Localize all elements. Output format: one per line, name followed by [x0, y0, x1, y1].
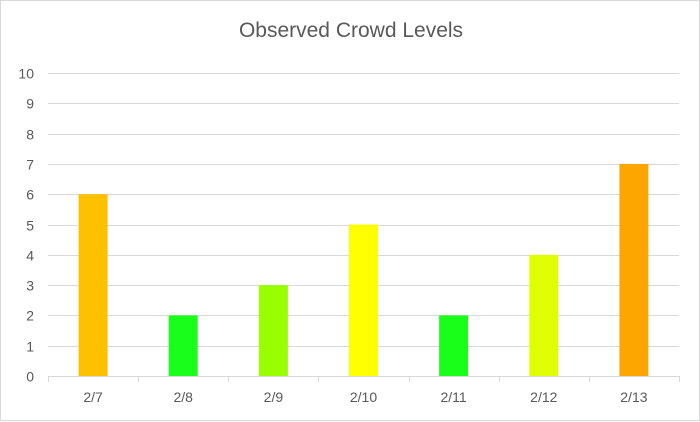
x-tick-label: 2/9 — [264, 389, 284, 405]
bar — [349, 224, 378, 376]
y-tick-label: 3 — [26, 278, 34, 294]
bar — [529, 254, 559, 376]
x-tick-label: 2/7 — [83, 389, 103, 405]
y-tick-label: 10 — [18, 66, 34, 82]
y-tick-label: 4 — [26, 248, 34, 264]
bar — [439, 315, 469, 376]
x-tick-label: 2/13 — [620, 389, 647, 405]
bar — [619, 163, 649, 376]
bar — [258, 285, 288, 376]
chart-title: Observed Crowd Levels — [238, 19, 464, 42]
bar — [168, 315, 198, 376]
y-tick-label: 0 — [26, 369, 34, 385]
y-tick-label: 8 — [26, 127, 34, 143]
y-tick-label: 2 — [26, 308, 34, 324]
y-tick-label: 7 — [26, 157, 34, 173]
x-tick-label: 2/8 — [173, 389, 193, 405]
y-tick-label: 6 — [26, 187, 34, 203]
bar — [78, 194, 108, 376]
x-tick-label: 2/10 — [350, 389, 377, 405]
x-tick-label: 2/11 — [440, 389, 466, 405]
y-tick-label: 5 — [26, 218, 34, 234]
y-tick-label: 1 — [26, 339, 34, 355]
x-tick-label: 2/12 — [530, 389, 557, 405]
y-tick-label: 9 — [26, 96, 34, 112]
